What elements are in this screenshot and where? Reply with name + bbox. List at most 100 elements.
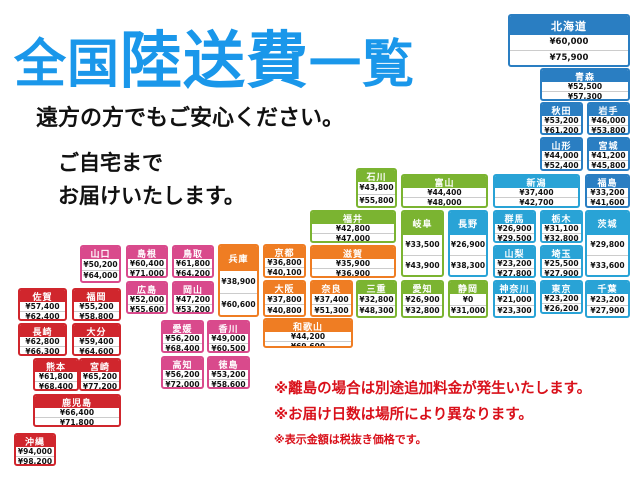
prefecture-box: 京都 ¥36,800 ¥40,100 xyxy=(263,244,306,278)
prefecture-name: 青森 xyxy=(542,70,628,83)
prefecture-box: 徳島 ¥53,200 ¥58,600 xyxy=(207,356,250,389)
price-standard: ¥61,800 xyxy=(38,372,74,381)
price-alternate: ¥98,200 xyxy=(16,456,54,466)
price-standard: ¥36,800 xyxy=(267,258,302,267)
price-alternate: ¥53,800 xyxy=(589,125,628,133)
price-standard: ¥0 xyxy=(462,294,474,304)
tagline-line-2: お届けいたします。 xyxy=(58,184,245,208)
prefecture-name: 徳島 xyxy=(209,358,248,371)
price-alternate: ¥32,800 xyxy=(403,304,442,317)
prefecture-name: 鳥取 xyxy=(174,247,212,260)
prefecture-box: 山梨 ¥23,200 ¥27,800 xyxy=(493,245,536,278)
prefecture-name: 石川 xyxy=(358,170,395,183)
prefecture-name: 茨城 xyxy=(587,212,628,235)
prefecture-name: 埼玉 xyxy=(542,247,581,260)
price-standard: ¥59,400 xyxy=(79,337,114,346)
price-standard: ¥57,400 xyxy=(25,302,60,311)
price-alternate: ¥40,800 xyxy=(265,304,304,315)
price-standard: ¥56,200 xyxy=(165,334,200,343)
price-standard: ¥31,100 xyxy=(544,224,579,233)
price-alternate: ¥42,700 xyxy=(495,197,578,206)
prefecture-name: 鹿児島 xyxy=(35,396,119,409)
prefecture-name: 栃木 xyxy=(542,212,581,225)
prefecture-name: 和歌山 xyxy=(265,320,351,333)
price-standard: ¥52,500 xyxy=(567,82,603,91)
prefecture-box: 鹿児島 ¥66,400 ¥71,800 xyxy=(33,394,121,427)
prefecture-box: 大阪 ¥37,800 ¥40,800 xyxy=(263,280,306,317)
price-alternate: ¥31,000 xyxy=(450,304,486,316)
prefecture-name: 大分 xyxy=(74,325,119,338)
prefecture-name: 愛媛 xyxy=(163,322,202,335)
prefecture-name: 福島 xyxy=(587,176,628,189)
price-standard: ¥55,200 xyxy=(79,302,114,311)
prefecture-name: 宮崎 xyxy=(81,360,119,373)
price-alternate: ¥45,800 xyxy=(589,160,628,169)
price-alternate: ¥68,400 xyxy=(35,381,77,389)
prefecture-name: 東京 xyxy=(542,282,581,295)
prefecture-name: 新潟 xyxy=(495,176,578,189)
title-part-2: 陸送費 xyxy=(120,24,310,97)
price-standard: ¥29,800 xyxy=(590,240,625,250)
price-alternate: ¥53,200 xyxy=(174,304,212,314)
price-alternate: ¥33,600 xyxy=(587,254,628,276)
price-standard: ¥53,200 xyxy=(211,370,246,379)
prefecture-name: 広島 xyxy=(128,283,166,296)
price-alternate: ¥41,600 xyxy=(587,197,628,206)
prefecture-box: 鳥取 ¥61,800 ¥64,200 xyxy=(172,245,214,278)
price-alternate: ¥36,900 xyxy=(312,268,394,276)
prefecture-box: 石川 ¥43,800 ¥55,800 xyxy=(356,168,397,208)
prefecture-box: 愛媛 ¥56,200 ¥68,400 xyxy=(161,320,204,353)
price-alternate: ¥26,200 xyxy=(542,303,581,312)
price-standard: ¥65,200 xyxy=(82,372,118,381)
prefecture-box: 埼玉 ¥25,500 ¥27,900 xyxy=(540,245,583,278)
price-standard: ¥41,200 xyxy=(591,151,626,160)
prefecture-name: 秋田 xyxy=(542,104,581,117)
price-standard: ¥44,000 xyxy=(544,151,579,160)
price-alternate: ¥60,600 xyxy=(220,292,257,316)
price-alternate: ¥58,800 xyxy=(74,311,119,319)
price-standard: ¥53,200 xyxy=(544,116,579,125)
price-standard: ¥23,200 xyxy=(590,294,625,304)
prefecture-box: 新潟 ¥37,400 ¥42,700 xyxy=(493,174,580,208)
prefecture-box: 島根 ¥60,400 ¥71,000 xyxy=(126,245,168,278)
prefecture-box: 佐賀 ¥57,400 ¥62,400 xyxy=(18,288,67,321)
price-standard: ¥26,900 xyxy=(497,224,532,233)
prefecture-box: 高知 ¥56,200 ¥72,000 xyxy=(161,356,204,389)
prefecture-box: 北海道 ¥60,000 ¥75,900 xyxy=(508,14,630,67)
prefecture-name: 福井 xyxy=(312,212,394,225)
prefecture-name: 佐賀 xyxy=(20,290,65,303)
prefecture-box: 岡山 ¥47,200 ¥53,200 xyxy=(172,281,214,314)
price-standard: ¥49,000 xyxy=(211,334,246,343)
price-standard: ¥37,400 xyxy=(519,188,554,197)
subtitle: 遠方の方でもご安心ください。 xyxy=(36,106,345,131)
price-alternate: ¥72,000 xyxy=(163,379,202,387)
price-standard: ¥23,200 xyxy=(497,259,532,268)
price-alternate: ¥55,600 xyxy=(128,304,166,314)
prefecture-box: 福岡 ¥55,200 ¥58,800 xyxy=(72,288,121,321)
prefecture-box: 和歌山 ¥44,200 ¥69,600 xyxy=(263,318,353,348)
prefecture-box: 長崎 ¥62,800 ¥66,300 xyxy=(18,323,67,356)
prefecture-box: 山口 ¥50,200 ¥64,000 xyxy=(80,245,121,283)
prefecture-box: 香川 ¥49,000 ¥60,500 xyxy=(207,320,250,353)
prefecture-box: 山形 ¥44,000 ¥52,400 xyxy=(540,137,583,171)
prefecture-box: 熊本 ¥61,800 ¥68,400 xyxy=(33,358,79,391)
prefecture-name: 高知 xyxy=(163,358,202,371)
prefecture-box: 岐阜 ¥33,500 ¥43,900 xyxy=(401,210,444,277)
prefecture-box: 愛知 ¥26,900 ¥32,800 xyxy=(401,280,444,318)
prefecture-box: 神奈川 ¥21,000 ¥23,300 xyxy=(493,280,536,318)
price-alternate: ¥27,900 xyxy=(542,268,581,276)
price-standard: ¥33,500 xyxy=(405,240,440,250)
prefecture-name: 長野 xyxy=(450,212,486,235)
price-standard: ¥44,200 xyxy=(290,332,326,341)
prefecture-box: 三重 ¥32,800 ¥48,300 xyxy=(356,280,397,318)
price-standard: ¥26,900 xyxy=(450,240,486,250)
prefecture-name: 山形 xyxy=(542,139,581,152)
prefecture-box: 福井 ¥42,800 ¥47,000 xyxy=(310,210,396,243)
price-alternate: ¥66,300 xyxy=(20,346,65,354)
price-standard: ¥23,200 xyxy=(544,294,579,303)
tagline-line-1: ご自宅まで xyxy=(58,151,163,175)
price-standard: ¥60,000 xyxy=(549,37,589,48)
prefecture-box: 秋田 ¥53,200 ¥61,200 xyxy=(540,102,583,135)
price-alternate: ¥29,500 xyxy=(495,233,534,241)
price-alternate: ¥57,300 xyxy=(542,91,628,99)
